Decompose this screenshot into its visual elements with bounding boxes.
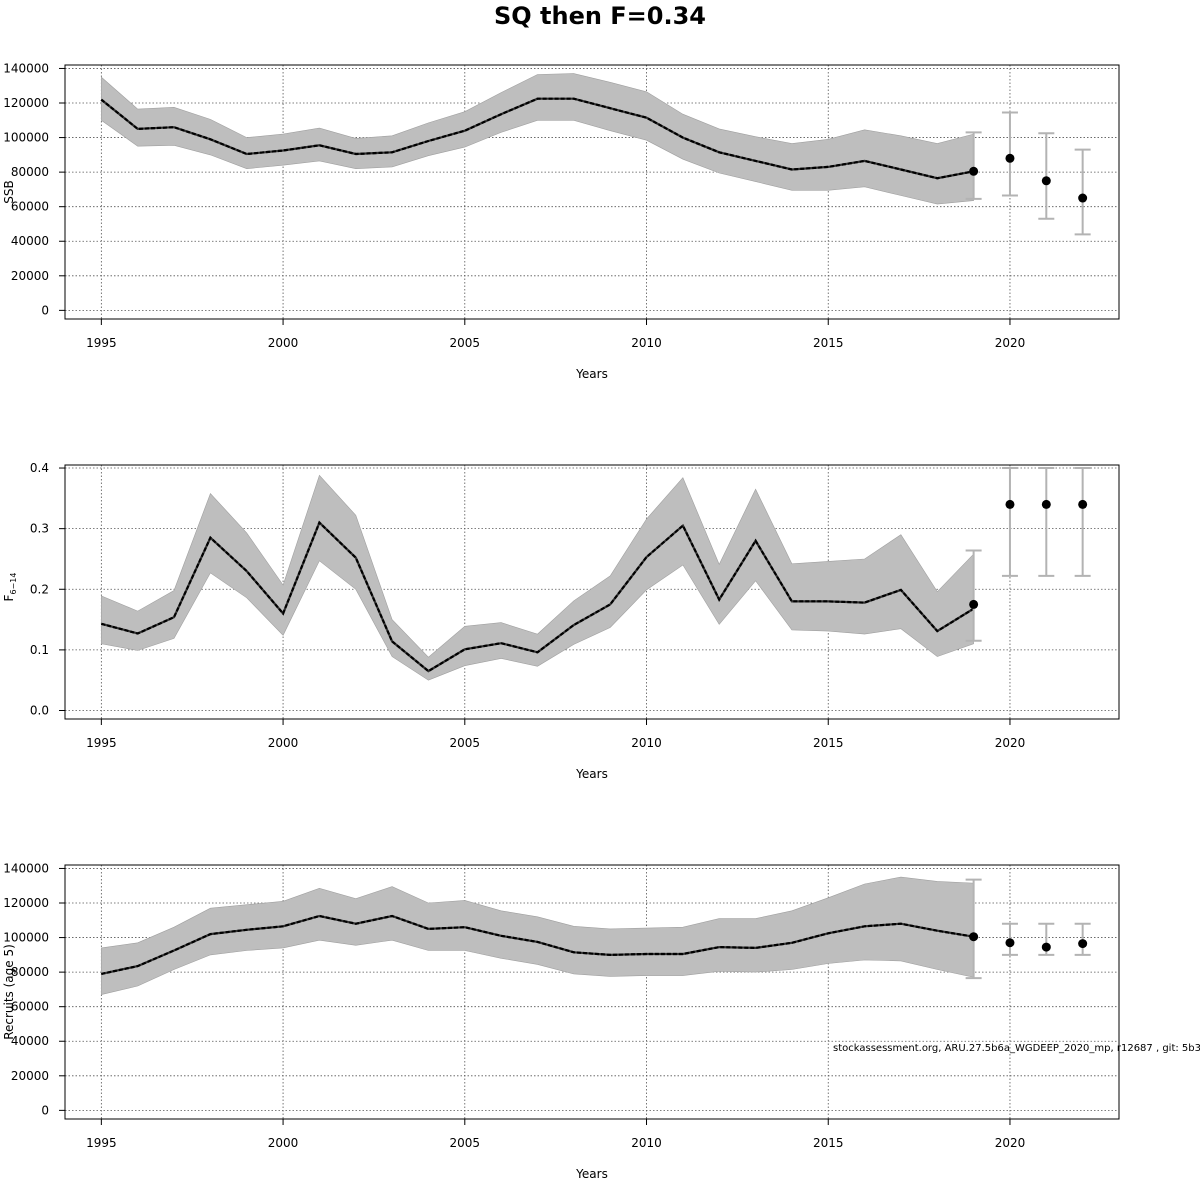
recruits-y-tick-label: 100000: [3, 931, 49, 945]
recruits-y-tick-label: 60000: [11, 1000, 49, 1014]
fbar-y-tick-label: 0.3: [30, 522, 49, 536]
fbar-estimate-line-dash: [101, 520, 975, 673]
recruits-y-axis-label: Recruits (age 5): [2, 944, 16, 1040]
fbar-x-tick-label: 2015: [813, 736, 844, 750]
fbar-y-tick-label: 0.4: [30, 461, 49, 475]
ssb-x-tick-label: 2010: [631, 336, 662, 350]
fbar-x-tick-label: 2020: [995, 736, 1026, 750]
fbar-plot-frame: [64, 464, 1120, 720]
fbar-x-axis-label: Years: [575, 767, 608, 781]
recruits-x-tick-label: 2020: [995, 1136, 1026, 1150]
fbar-forecast-point: [1005, 499, 1015, 509]
ssb-x-axis-label: Years: [575, 367, 608, 381]
footnote: stockassessment.org, ARU.27.5b6a_WGDEEP_…: [833, 1043, 1200, 1054]
fbar-forecast-point: [1041, 499, 1051, 509]
recruits-y-tick-label: 20000: [11, 1069, 49, 1083]
ssb-x-tick-label: 2000: [268, 336, 299, 350]
ssb-y-tick-label: 100000: [3, 131, 49, 145]
fbar-y-tick-label: 0.2: [30, 582, 49, 596]
fbar-x-tick-label: 2005: [450, 736, 481, 750]
fbar-forecast-point: [1078, 499, 1088, 509]
recruits-x-tick-label: 2000: [268, 1136, 299, 1150]
recruits-x-tick-label: 2005: [450, 1136, 481, 1150]
ssb-x-tick-label: 1995: [86, 336, 117, 350]
ssb-forecast-point: [1041, 176, 1051, 186]
fbar-y-tick-label: 0.1: [30, 643, 49, 657]
ssb-x-tick-label: 2020: [995, 336, 1026, 350]
ssb-confidence-band: [101, 73, 974, 205]
chart-recruits: 1995 2000 2005 2010 2015 2020 0 20000 40000 60000…: [2, 861, 1120, 1181]
fbar-x-tick-label: 1995: [86, 736, 117, 750]
ssb-y-tick-label: 80000: [11, 165, 49, 179]
ssb-estimate-line-dash: [100, 97, 974, 180]
recruits-y-axis-label-main: Recruits (age 5): [2, 944, 16, 1040]
chart-ssb: 1995 2000 2005 2010 2015 2020 0 20000 40000 60000…: [2, 61, 1120, 381]
fbar-forecast-point: [969, 599, 979, 609]
recruits-y-tick-label: 140000: [3, 861, 49, 875]
main-title: SQ then F=0.34: [494, 2, 706, 30]
ssb-y-tick-label: 60000: [11, 200, 49, 214]
ssb-y-tick-label: 140000: [3, 61, 49, 75]
ssb-forecast-point: [1005, 153, 1015, 163]
ssb-x-tick-label: 2005: [450, 336, 481, 350]
ssb-plot-frame: [64, 64, 1120, 320]
recruits-forecast-point: [1078, 939, 1088, 949]
fbar-y-axis-label: F6−14: [2, 573, 18, 602]
recruits-y-tick-label: 80000: [11, 965, 49, 979]
recruits-x-tick-label: 2015: [813, 1136, 844, 1150]
recruits-forecast-point: [1005, 938, 1015, 948]
recruits-x-axis-label: Years: [575, 1167, 608, 1181]
recruits-y-tick-label: 40000: [11, 1034, 49, 1048]
recruits-forecast-point: [1041, 942, 1051, 952]
ssb-y-axis-label: SSB: [2, 180, 16, 203]
ssb-y-tick-label: 0: [41, 303, 49, 317]
ssb-forecast-point: [969, 166, 979, 176]
fbar-y-tick-label: 0.0: [30, 704, 49, 718]
ssb-y-axis-label-main: SSB: [2, 180, 16, 203]
fbar-y-axis-label-main: F: [2, 594, 16, 601]
ssb-x-tick-label: 2015: [813, 336, 844, 350]
recruits-x-tick-label: 1995: [86, 1136, 117, 1150]
recruits-confidence-band: [101, 876, 974, 995]
ssb-y-tick-label: 120000: [3, 96, 49, 110]
fbar-confidence-band: [101, 474, 974, 681]
ssb-y-tick-label: 20000: [11, 269, 49, 283]
fbar-x-tick-label: 2010: [631, 736, 662, 750]
recruits-y-tick-label: 0: [41, 1103, 49, 1117]
fbar-x-tick-label: 2000: [268, 736, 299, 750]
recruits-y-tick-label: 120000: [3, 896, 49, 910]
ssb-y-tick-label: 40000: [11, 234, 49, 248]
recruits-plot-frame: [64, 864, 1120, 1120]
chart-fbar: 1995 2000 2005 2010 2015 2020 0.0 0.1 0.2 0.3 0.4 Y…: [2, 461, 1120, 781]
recruits-x-tick-label: 2010: [631, 1136, 662, 1150]
ssb-forecast-point: [1078, 193, 1088, 203]
recruits-forecast-point: [969, 932, 979, 942]
fbar-y-axis-label-sub: 6−14: [9, 573, 18, 595]
recruits-estimate-line-dash: [101, 914, 974, 975]
